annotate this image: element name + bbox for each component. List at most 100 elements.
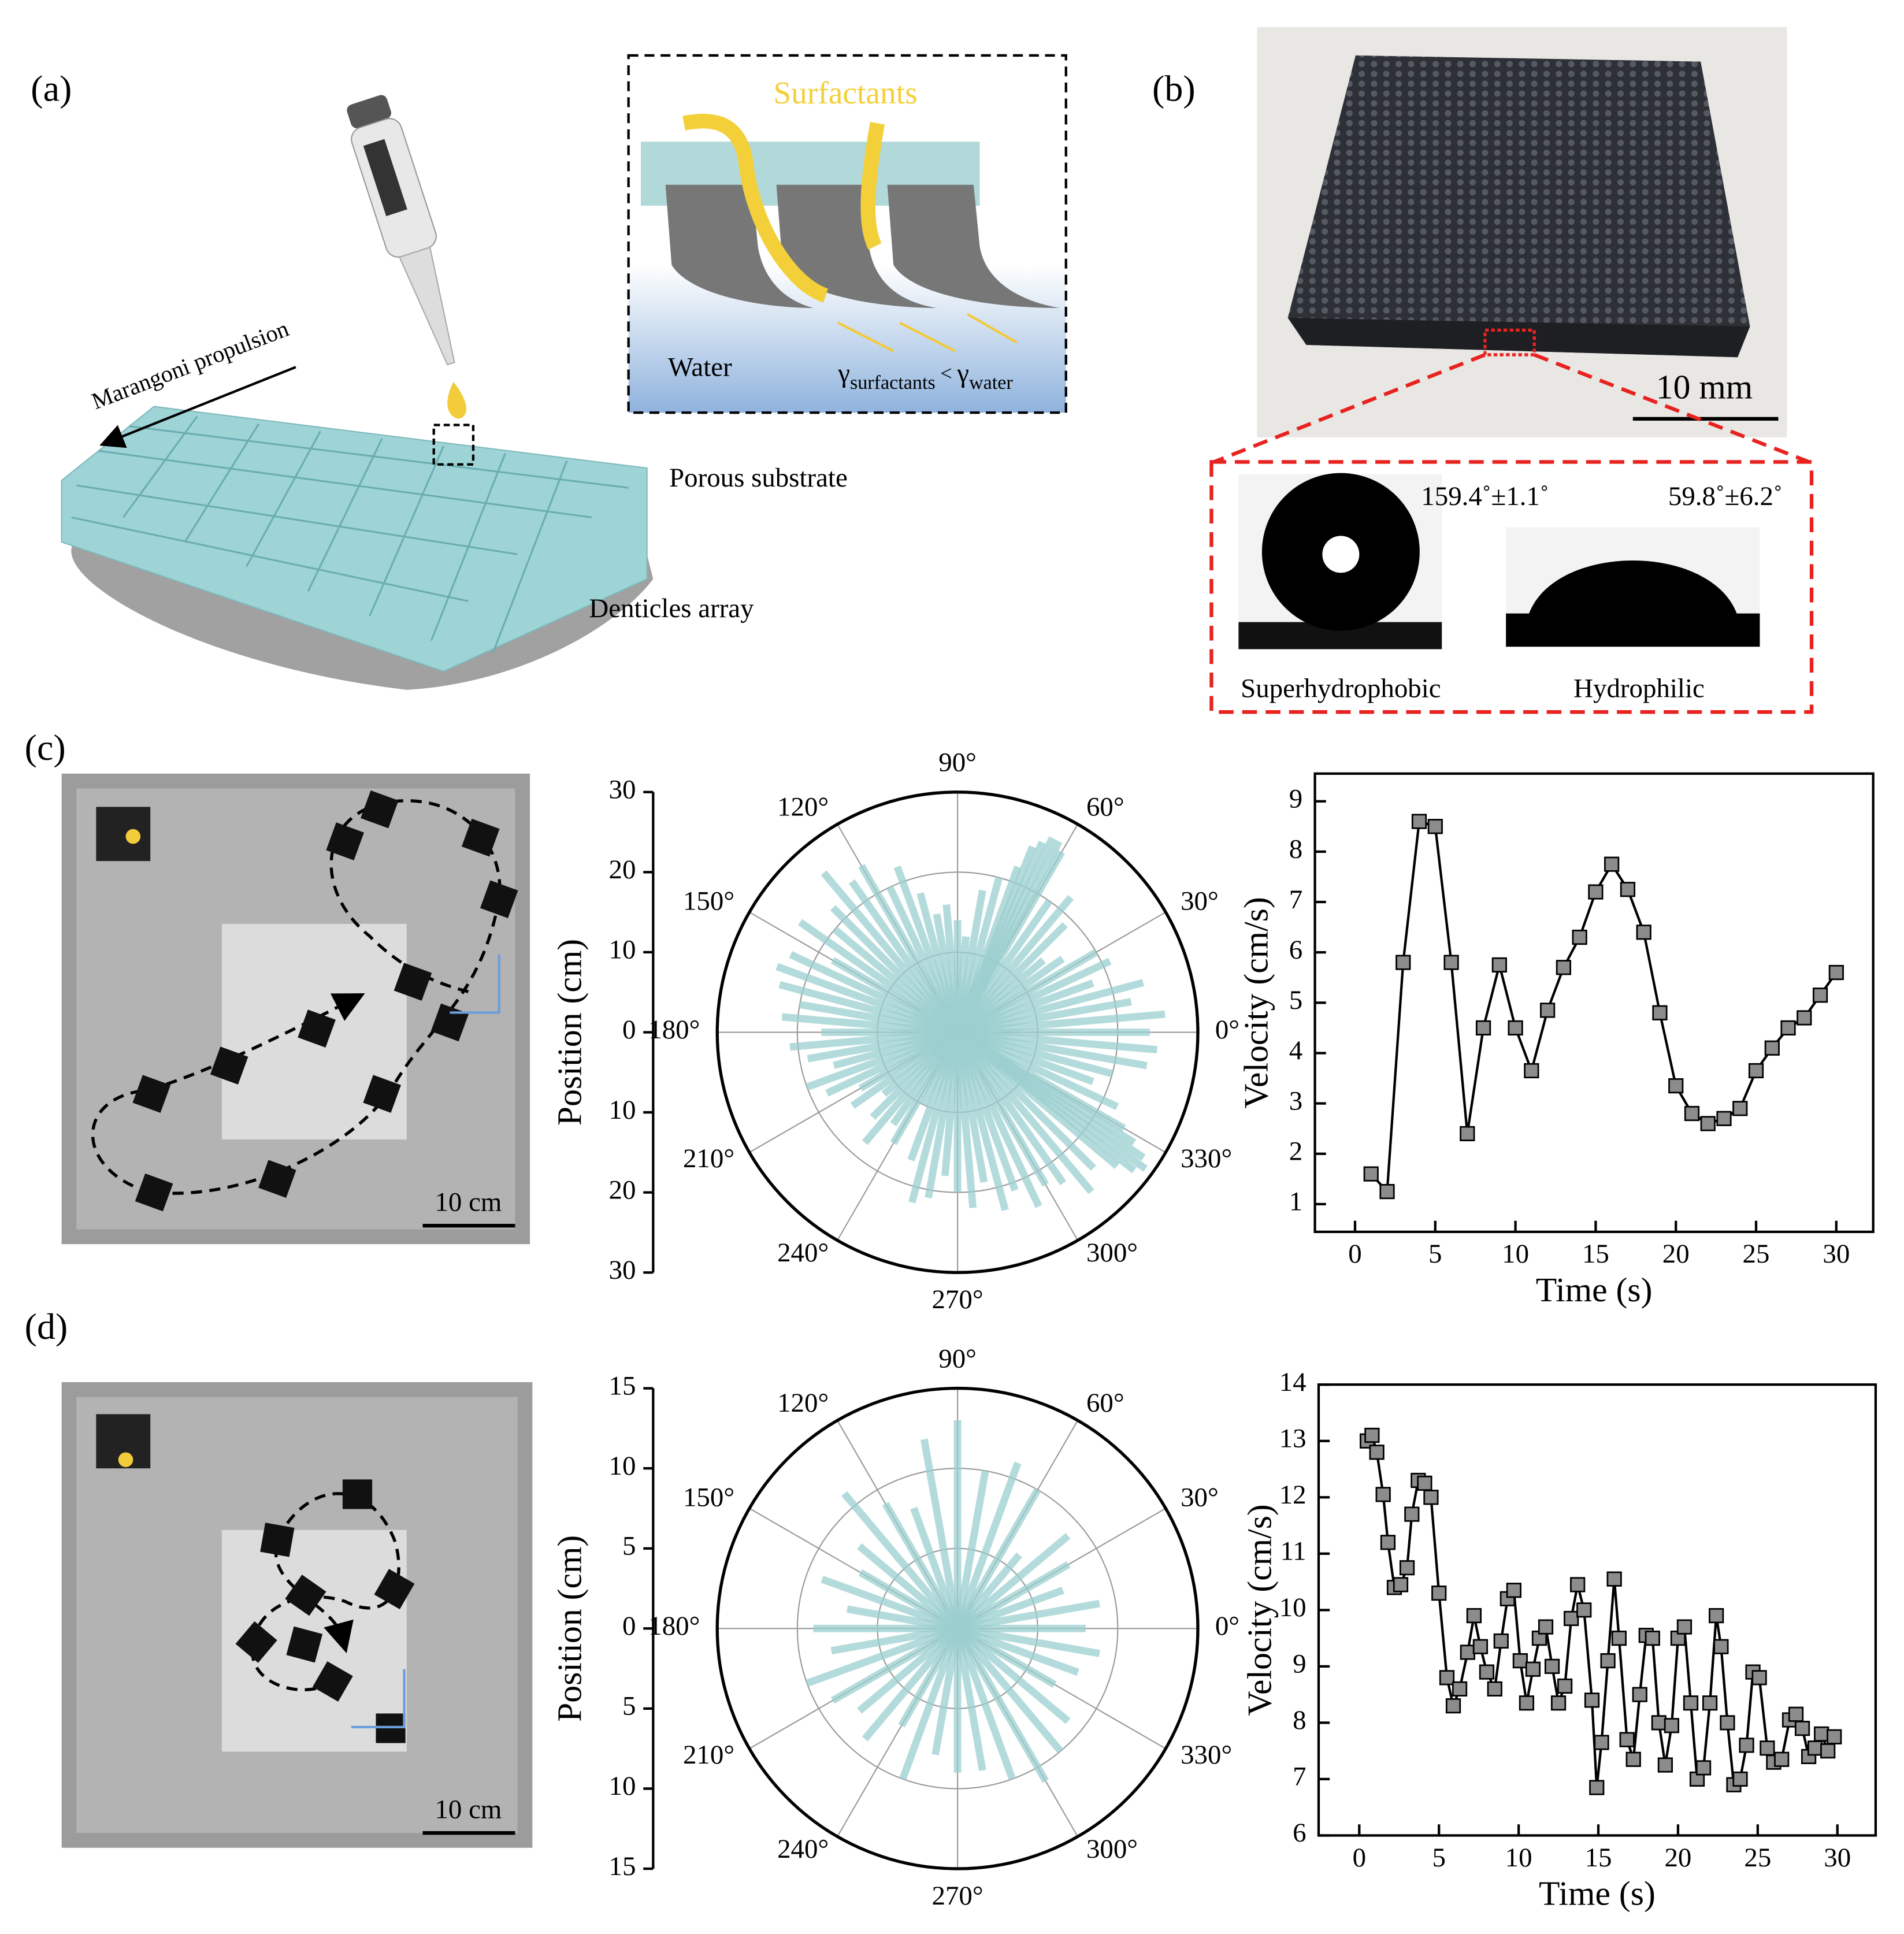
denticles-label: Denticles array — [589, 593, 754, 623]
x-tick-label: 10 — [1502, 1239, 1529, 1269]
y-tick-label: 14 — [1279, 1367, 1307, 1397]
marker — [1619, 1732, 1635, 1747]
panel-label: (d) — [25, 1306, 68, 1347]
tension-relation: γsurfactants < γwater — [837, 358, 1013, 394]
rose-bar — [956, 1599, 1100, 1632]
caption: Hydrophilic — [1573, 674, 1705, 704]
angle-label: 210° — [683, 1144, 734, 1174]
marker — [1519, 1695, 1535, 1711]
marker — [1439, 1670, 1455, 1686]
angle-label: 180° — [648, 1611, 700, 1641]
marker — [1702, 1695, 1718, 1711]
marker — [1751, 1670, 1767, 1686]
marker — [1611, 1630, 1627, 1646]
y-tick-label: 6 — [1289, 935, 1302, 965]
caption: Superhydrophobic — [1241, 674, 1441, 704]
rose-bar — [899, 1627, 962, 1780]
rose-bar — [921, 1438, 962, 1629]
x-tick-label: 30 — [1823, 1239, 1850, 1269]
rose-bar — [931, 1628, 962, 1755]
marker — [1404, 1506, 1420, 1522]
y-tick-label: 12 — [1279, 1480, 1307, 1510]
rose-bar — [910, 1506, 962, 1630]
angle-label: 330° — [1181, 1740, 1232, 1770]
marker — [1538, 1619, 1554, 1635]
y-axis-label: Position (cm) — [550, 1535, 588, 1722]
rose-bar — [956, 1625, 1079, 1676]
marker — [1460, 1126, 1475, 1142]
outer-circle — [715, 790, 1200, 1274]
marker — [1594, 1735, 1609, 1750]
symbol: γ — [837, 358, 850, 388]
marker — [1380, 1535, 1396, 1550]
marker — [1452, 1681, 1468, 1697]
marker — [1625, 1751, 1641, 1767]
marker — [1443, 955, 1459, 970]
marker — [1550, 1695, 1567, 1711]
angle-label: 0° — [1215, 1611, 1239, 1641]
y-tick-label: 5 — [622, 1531, 636, 1561]
marker — [1576, 1602, 1592, 1618]
marker — [1657, 1757, 1673, 1773]
rose-bar — [954, 1627, 1049, 1783]
x-axis-label: Time (s) — [1539, 1874, 1656, 1913]
sample — [1287, 55, 1750, 358]
rose-bar — [862, 1626, 960, 1742]
panel-label: (c) — [25, 727, 66, 768]
y-tick-label: 0 — [622, 1611, 636, 1641]
y-tick-label: 10 — [609, 1771, 636, 1801]
contact-image — [1506, 527, 1760, 647]
rose-bar — [806, 1625, 959, 1687]
panel-b: (b) 10 mm 159.4˚±1.1˚ 59.8˚±6.2˚ Superhy… — [1152, 27, 1814, 714]
marker — [1794, 1721, 1810, 1736]
marker — [1466, 1608, 1482, 1624]
marker — [1676, 1619, 1693, 1635]
y-tick-label: 10 — [609, 1095, 636, 1125]
rose-bar — [841, 1491, 960, 1631]
marker — [1606, 1571, 1622, 1587]
y-tick-label: 15 — [609, 1371, 636, 1401]
x-tick-label: 15 — [1582, 1239, 1609, 1269]
marker — [1683, 1695, 1699, 1711]
marker — [1620, 882, 1636, 897]
y-tick-label: 10 — [609, 935, 636, 965]
series-line — [1366, 1432, 1836, 1788]
panel-d-photo: (d) 10 cm — [25, 1306, 533, 1848]
x-tick-label: 0 — [1353, 1843, 1366, 1873]
angle-label: 30° — [1181, 886, 1219, 916]
marker — [1544, 1658, 1560, 1674]
angle-label: 59.8˚±6.2˚ — [1668, 481, 1783, 511]
rose-bar — [955, 1625, 1071, 1724]
y-tick-label: 10 — [1279, 1593, 1307, 1623]
marker — [1556, 960, 1571, 975]
y-tick-label: 5 — [622, 1691, 636, 1721]
rose-bar — [955, 1626, 1064, 1754]
angle-label: 0° — [1215, 1015, 1239, 1045]
angle-label: 240° — [777, 1238, 829, 1268]
rose-bar — [956, 1625, 1100, 1657]
y-tick-label: 30 — [609, 1255, 636, 1285]
y-tick-label: 30 — [609, 775, 636, 805]
marker — [1632, 1687, 1647, 1702]
x-axis-label: Time (s) — [1536, 1271, 1653, 1309]
plot-frame — [1313, 772, 1875, 1233]
marker — [1379, 1184, 1395, 1200]
angle-label: 90° — [938, 1343, 977, 1374]
marker — [1780, 1020, 1796, 1036]
marker — [1417, 1475, 1432, 1491]
rose-bar — [954, 1461, 1022, 1630]
rose-bar — [821, 1575, 959, 1632]
y-tick-label: 10 — [609, 1451, 636, 1481]
x-tick-label: 20 — [1664, 1843, 1691, 1873]
y-axis-label: Velocity (cm/s) — [1237, 897, 1275, 1108]
y-tick-label: 11 — [1280, 1536, 1306, 1566]
y-tick-label: 15 — [609, 1851, 636, 1881]
marker — [1600, 1653, 1616, 1669]
y-tick-label: 8 — [1289, 834, 1302, 864]
marker — [1479, 1664, 1495, 1680]
y-tick-label: 2 — [1289, 1137, 1302, 1167]
marker — [1584, 1692, 1600, 1708]
rose-bar — [957, 1029, 1157, 1054]
rose-bar — [955, 1533, 1071, 1632]
x-tick-label: 20 — [1662, 1239, 1690, 1269]
